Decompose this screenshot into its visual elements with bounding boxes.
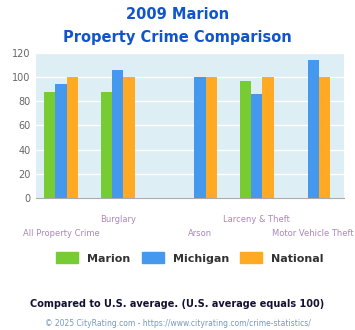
Text: All Property Crime: All Property Crime [23, 229, 99, 238]
Bar [44, 91, 55, 198]
Bar [194, 77, 206, 198]
Bar [262, 77, 273, 198]
Bar [112, 70, 123, 198]
Text: Larceny & Theft: Larceny & Theft [223, 215, 290, 224]
Bar [251, 94, 262, 198]
Legend: Marion, Michigan, National: Marion, Michigan, National [52, 248, 328, 268]
Text: Arson: Arson [188, 229, 212, 238]
Bar [101, 91, 112, 198]
Text: © 2025 CityRating.com - https://www.cityrating.com/crime-statistics/: © 2025 CityRating.com - https://www.city… [45, 319, 310, 328]
Text: Motor Vehicle Theft: Motor Vehicle Theft [272, 229, 354, 238]
Bar [67, 77, 78, 198]
Bar [307, 60, 319, 198]
Bar [55, 84, 67, 198]
Bar [240, 81, 251, 198]
Text: Compared to U.S. average. (U.S. average equals 100): Compared to U.S. average. (U.S. average … [31, 299, 324, 309]
Bar [319, 77, 330, 198]
Text: Property Crime Comparison: Property Crime Comparison [63, 30, 292, 45]
Text: Burglary: Burglary [100, 215, 136, 224]
Text: 2009 Marion: 2009 Marion [126, 7, 229, 21]
Bar [206, 77, 217, 198]
Bar [123, 77, 135, 198]
